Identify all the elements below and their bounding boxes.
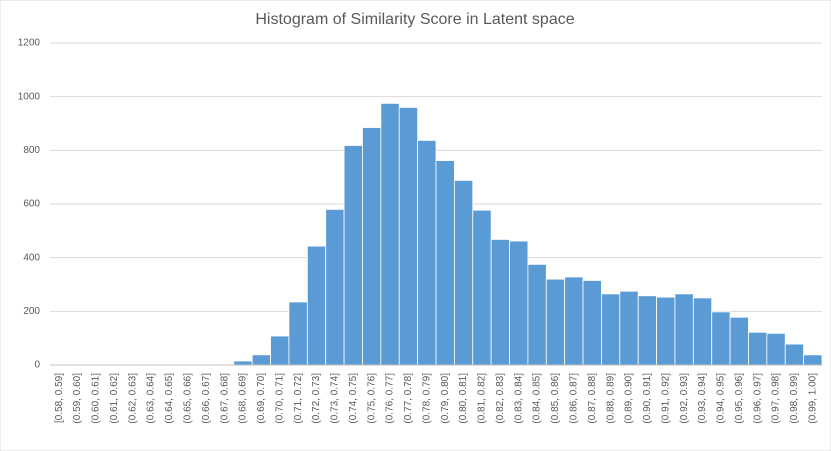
bar — [637, 295, 657, 366]
x-tick-label: (0.61, 0.62] — [109, 373, 120, 424]
bar — [251, 354, 271, 366]
x-tick-label: (0.72, 0.73] — [311, 373, 322, 424]
x-tick-label: (0.95, 0.96] — [734, 373, 745, 424]
x-tick-label: (0.63, 0.64] — [146, 373, 157, 424]
bar — [325, 208, 345, 366]
bar — [803, 354, 823, 366]
x-tick-label: (0.83, 0.84] — [513, 373, 524, 424]
bar — [674, 293, 694, 366]
x-tick-label: (0.74, 0.75] — [348, 373, 359, 424]
x-tick-label: (0.66, 0.67] — [201, 373, 212, 424]
bar — [417, 140, 437, 366]
bar — [784, 343, 805, 366]
x-tick-label: (0.90, 0.91] — [642, 373, 653, 424]
bar — [545, 278, 566, 366]
x-tick-label: (0.99, 1.00] — [807, 373, 818, 424]
bar — [766, 332, 786, 366]
bar — [270, 335, 290, 366]
x-tick-label: (0.60, 0.61] — [91, 373, 102, 424]
x-tick-label: (0.91, 0.92] — [660, 373, 671, 424]
x-tick-label: [0.58, 0.59] — [54, 373, 65, 423]
x-tick-label: (0.75, 0.76] — [366, 373, 377, 424]
x-tick-label: (0.94, 0.95] — [716, 373, 727, 424]
x-tick-label: (0.77, 0.78] — [403, 373, 414, 424]
x-tick-label: (0.82, 0.83] — [495, 373, 506, 424]
x-tick-label: (0.92, 0.93] — [679, 373, 690, 424]
x-tick-label: (0.59, 0.60] — [72, 373, 83, 424]
x-tick-label: (0.86, 0.87] — [568, 373, 579, 424]
bar — [748, 331, 768, 366]
y-tick-label: 400 — [23, 252, 40, 263]
y-tick-label: 0 — [34, 360, 40, 371]
y-tick-label: 200 — [23, 306, 40, 317]
bar — [233, 360, 253, 366]
x-tick-label: (0.97, 0.98] — [771, 373, 782, 424]
bar — [453, 179, 474, 366]
bar — [472, 209, 492, 366]
bar — [619, 290, 639, 366]
x-tick-label: (0.81, 0.82] — [477, 373, 488, 424]
x-tick-label: (0.93, 0.94] — [697, 373, 708, 424]
x-tick-label: (0.78, 0.79] — [421, 373, 432, 424]
bar — [729, 316, 749, 366]
bar — [564, 276, 584, 366]
y-tick-label: 800 — [23, 145, 40, 156]
bar — [362, 127, 382, 366]
x-tick-label: (0.79, 0.80] — [440, 373, 451, 424]
x-tick-label: (0.85, 0.86] — [550, 373, 561, 424]
bar — [435, 160, 455, 366]
bar — [656, 296, 676, 366]
x-tick-label: (0.70, 0.71] — [274, 373, 285, 424]
x-tick-label: (0.69, 0.70] — [256, 373, 267, 424]
x-tick-label: (0.73, 0.74] — [330, 373, 341, 424]
bar — [711, 311, 731, 366]
bar — [380, 102, 400, 366]
x-tick-label: (0.98, 0.99] — [789, 373, 800, 424]
x-tick-label: (0.80, 0.81] — [458, 373, 469, 424]
bar — [343, 145, 363, 366]
x-tick-label: (0.65, 0.66] — [182, 373, 193, 424]
bar — [490, 239, 510, 366]
x-tick-label: (0.87, 0.88] — [587, 373, 598, 424]
bar — [582, 280, 602, 366]
bar — [527, 263, 547, 366]
x-tick-label: (0.88, 0.89] — [605, 373, 616, 424]
x-tick-label: (0.71, 0.72] — [293, 373, 304, 424]
x-tick-label: (0.89, 0.90] — [624, 373, 635, 424]
bar — [509, 240, 529, 366]
x-tick-label: (0.67, 0.68] — [219, 373, 230, 424]
bar — [288, 301, 308, 366]
y-tick-label: 600 — [23, 199, 40, 210]
bar — [398, 107, 419, 366]
x-tick-label: (0.84, 0.85] — [532, 373, 543, 424]
y-tick-label: 1200 — [18, 38, 41, 49]
bar — [601, 293, 621, 366]
x-tick-label: (0.68, 0.69] — [238, 373, 249, 424]
x-tick-label: (0.64, 0.65] — [164, 373, 175, 424]
bar — [692, 297, 713, 366]
chart-title: Histogram of Similarity Score in Latent … — [255, 11, 574, 28]
y-tick-label: 1000 — [18, 91, 41, 102]
x-tick-label: (0.62, 0.63] — [127, 373, 138, 424]
x-tick-label: (0.76, 0.77] — [385, 373, 396, 424]
bar — [306, 245, 327, 366]
x-tick-label: (0.96, 0.97] — [752, 373, 763, 424]
